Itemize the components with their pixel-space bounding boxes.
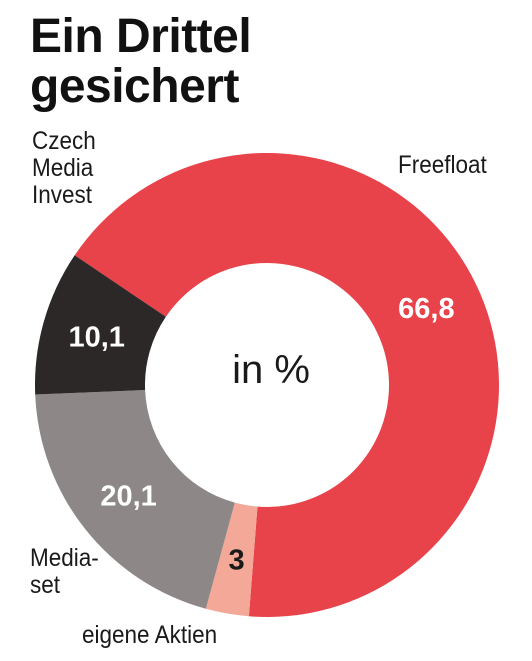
donut-slices (35, 152, 500, 617)
chart-title: Ein Drittel gesichert (30, 10, 252, 113)
slice-czech-media-invest (35, 255, 166, 395)
slice-label-freefloat: Freefloat (398, 151, 487, 179)
value-label-media-set: 20,1 (100, 480, 156, 512)
slice-value-labels: 66,8 3 20,1 10,1 (68, 293, 454, 576)
value-label-czech-media-invest: 10,1 (68, 322, 124, 354)
slice-freefloat (74, 152, 500, 617)
value-label-eigene-aktien: 3 (229, 544, 245, 576)
slice-label-mediaset: Media- set (30, 544, 99, 599)
value-label-freefloat: 66,8 (398, 293, 454, 325)
slice-label-eigene-aktien: eigene Aktien (82, 621, 218, 649)
slice-eigene-aktien (205, 502, 258, 617)
center-label: in % (232, 348, 310, 392)
slice-media-set (35, 390, 235, 609)
slice-label-czech-media-invest: Czech Media Invest (32, 127, 96, 209)
